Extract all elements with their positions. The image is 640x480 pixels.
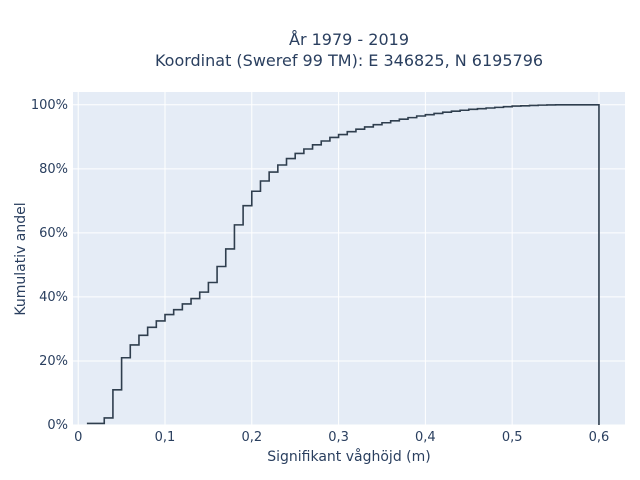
x-tick-label: 0,2	[241, 430, 262, 445]
chart-title-line-2: Koordinat (Sweref 99 TM): E 346825, N 61…	[155, 51, 543, 70]
y-tick-labels: 0% 20% 40% 60% 80% 100%	[31, 98, 68, 433]
y-tick-label: 20%	[39, 354, 68, 369]
x-tick-label: 0,5	[502, 430, 523, 445]
x-tick-label: 0,1	[155, 430, 176, 445]
x-tick-label: 0,4	[415, 430, 436, 445]
x-axis-label: Signifikant våghöjd (m)	[267, 448, 430, 465]
chart-title-line-1: År 1979 - 2019	[289, 30, 409, 49]
y-tick-label: 0%	[47, 418, 68, 433]
x-tick-labels: 0 0,1 0,2 0,3 0,4 0,5 0,6	[74, 430, 609, 445]
x-tick-label: 0,3	[328, 430, 349, 445]
ecdf-step-line	[86, 104, 600, 425]
y-axis-label: Kumulativ andel	[13, 202, 29, 315]
x-tick-label: 0	[74, 430, 82, 445]
x-tick-label: 0,6	[589, 430, 610, 445]
y-tick-label: 100%	[31, 98, 68, 113]
y-tick-label: 60%	[39, 226, 68, 241]
y-tick-label: 80%	[39, 162, 68, 177]
y-tick-label: 40%	[39, 290, 68, 305]
plot-area	[73, 92, 625, 425]
